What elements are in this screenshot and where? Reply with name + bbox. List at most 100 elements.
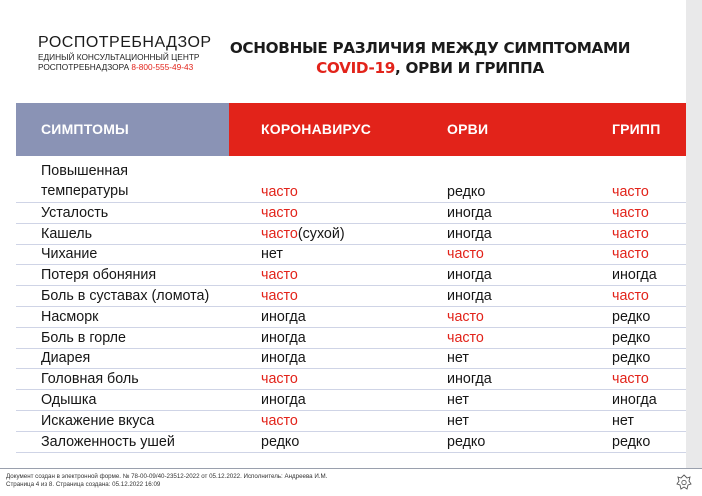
table-row: Головная боль часто иногда часто xyxy=(16,369,686,391)
flu-value: редко xyxy=(612,350,651,367)
orvi-value: нет xyxy=(447,391,469,408)
covid-cell: часто xyxy=(261,183,298,201)
covid-cell: иногда xyxy=(261,349,306,367)
flu-value: часто xyxy=(612,287,649,304)
table-row: Потеря обоняния часто иногда иногда xyxy=(16,265,686,287)
covid-cell: часто xyxy=(261,370,298,388)
symptom-text: Усталость xyxy=(41,204,109,221)
symptom-text: Боль в суставах (ломота) xyxy=(41,287,210,304)
covid-value: часто xyxy=(261,412,298,429)
symptom-text: Чихание xyxy=(41,246,98,263)
orvi-value: иногда xyxy=(447,371,492,388)
header-flu: ГРИПП xyxy=(612,121,661,137)
symptom-cell: Потеря обоняния xyxy=(41,266,156,284)
covid-value: иногда xyxy=(261,308,306,325)
flu-value: часто xyxy=(612,371,649,388)
table-row: Диарея иногда нет редко xyxy=(16,349,686,370)
symptom-cell: Диарея xyxy=(41,349,90,367)
symptom-cell: Насморк xyxy=(41,308,98,326)
covid-cell: иногда xyxy=(261,308,306,326)
symptom-text: Боль в горле xyxy=(41,329,126,346)
symptom-cell: Искажение вкуса xyxy=(41,412,154,430)
title-line1: ОСНОВНЫЕ РАЗЛИЧИЯ МЕЖДУ СИМПТОМАМИ xyxy=(229,39,631,57)
symptom-text: Искажение вкуса xyxy=(41,412,155,429)
table-row: Кашель часто(сухой) иногда часто xyxy=(16,224,686,245)
covid-value: часто xyxy=(261,267,298,284)
covid-cell: иногда xyxy=(261,391,306,409)
org-name: РОСПОТРЕБНАДЗОР xyxy=(38,34,212,51)
org-line1: ЕДИНЫЙ КОНСУЛЬТАЦИОННЫЙ ЦЕНТР xyxy=(38,52,200,62)
covid-value: часто xyxy=(261,184,298,200)
covid-value: часто xyxy=(261,287,298,304)
covid-cell: редко xyxy=(261,433,299,451)
symptom-text: Насморк xyxy=(41,308,99,325)
page-title: ОСНОВНЫЕ РАЗЛИЧИЯ МЕЖДУ СИМПТОМАМИ COVID… xyxy=(200,38,660,78)
symptom-cell: Заложенность ушей xyxy=(41,433,175,451)
flu-value: иногда xyxy=(612,391,657,408)
orvi-value: нет xyxy=(447,350,469,367)
table-row: Чихание нет часто часто xyxy=(16,245,686,266)
covid-value: иногда xyxy=(261,329,306,346)
symptom-cell: Чихание xyxy=(41,245,97,263)
orvi-value: иногда xyxy=(447,287,492,304)
covid-cell: часто xyxy=(261,287,298,305)
flu-value: часто xyxy=(612,184,649,200)
table-row: Боль в горле иногда часто редко xyxy=(16,328,686,349)
orvi-value: иногда xyxy=(447,204,492,221)
table-header: СИМПТОМЫ КОРОНАВИРУС ОРВИ ГРИПП xyxy=(16,103,686,156)
header-diseases-cell: КОРОНАВИРУС ОРВИ ГРИПП xyxy=(229,103,686,156)
header-covid: КОРОНАВИРУС xyxy=(261,121,372,137)
covid-value: редко xyxy=(261,433,300,450)
header-symptoms-cell: СИМПТОМЫ xyxy=(16,103,229,156)
covid-value: нет xyxy=(261,246,283,263)
table-row: Повышенная температуры часто редко часто xyxy=(16,161,686,203)
org-block: РОСПОТРЕБНАДЗОР ЕДИНЫЙ КОНСУЛЬТАЦИОННЫЙ … xyxy=(38,34,212,72)
covid-value: иногда xyxy=(261,391,306,408)
covid-cell: часто xyxy=(261,412,298,430)
flu-value: редко xyxy=(612,308,651,325)
covid-cell: иногда xyxy=(261,329,306,347)
orvi-value: иногда xyxy=(447,267,492,284)
footer-line2: Страница 4 из 8. Страница создана: 05.12… xyxy=(6,481,161,488)
title-rest: , ОРВИ И ГРИППА xyxy=(395,59,544,77)
covid-value: часто xyxy=(261,371,298,388)
flu-value: часто xyxy=(612,246,649,263)
flu-value: редко xyxy=(612,329,651,346)
symptom-text: Повышенная xyxy=(41,163,129,179)
covid-cell: часто xyxy=(261,204,298,222)
page-side-border xyxy=(686,0,702,468)
title-line2: COVID-19, ОРВИ И ГРИППА xyxy=(200,58,660,78)
flu-value: редко xyxy=(612,433,651,450)
table-body: Повышенная температуры часто редко часто Уста… xyxy=(16,161,686,453)
document-footer: Документ создан в электронной форме. № 7… xyxy=(0,468,702,496)
flu-value: часто xyxy=(612,225,649,242)
symptom-text: Кашель xyxy=(41,225,93,242)
table-row: Насморк иногда часто редко xyxy=(16,307,686,328)
header-symptoms: СИМПТОМЫ xyxy=(41,121,129,137)
covid-cell: часто xyxy=(261,266,298,284)
flu-value: иногда xyxy=(612,267,657,284)
footer-line1: Документ создан в электронной форме. № 7… xyxy=(6,473,328,480)
symptom-text-line2: температуры xyxy=(41,183,129,199)
orvi-value: нет xyxy=(447,412,469,429)
symptom-cell: Боль в горле xyxy=(41,329,126,347)
flu-value: нет xyxy=(612,412,634,429)
orvi-value: часто xyxy=(447,329,484,346)
org-line2: РОСПОТРЕБНАДЗОРА 8-800-555-49-43 xyxy=(38,62,208,72)
orvi-value: часто xyxy=(447,308,484,325)
orvi-value: редко xyxy=(447,184,486,200)
symptom-cell: Одышка xyxy=(41,391,96,409)
table-row: Искажение вкуса часто нет нет xyxy=(16,411,686,432)
covid-value: иногда xyxy=(261,350,306,367)
covid-value: часто xyxy=(261,225,298,242)
covid-cell: часто(сухой) xyxy=(261,225,345,243)
orvi-value: иногда xyxy=(447,225,492,242)
symptom-cell: Усталость xyxy=(41,204,108,222)
symptom-cell: Головная боль xyxy=(41,370,139,388)
symptom-cell: Повышенная температуры xyxy=(41,161,128,201)
orvi-value: редко xyxy=(447,433,486,450)
covid-value: часто xyxy=(261,204,298,221)
symptom-text: Головная боль xyxy=(41,371,139,388)
symptom-text: Потеря обоняния xyxy=(41,267,157,284)
table-row: Заложенность ушей редко редко редко xyxy=(16,432,686,453)
